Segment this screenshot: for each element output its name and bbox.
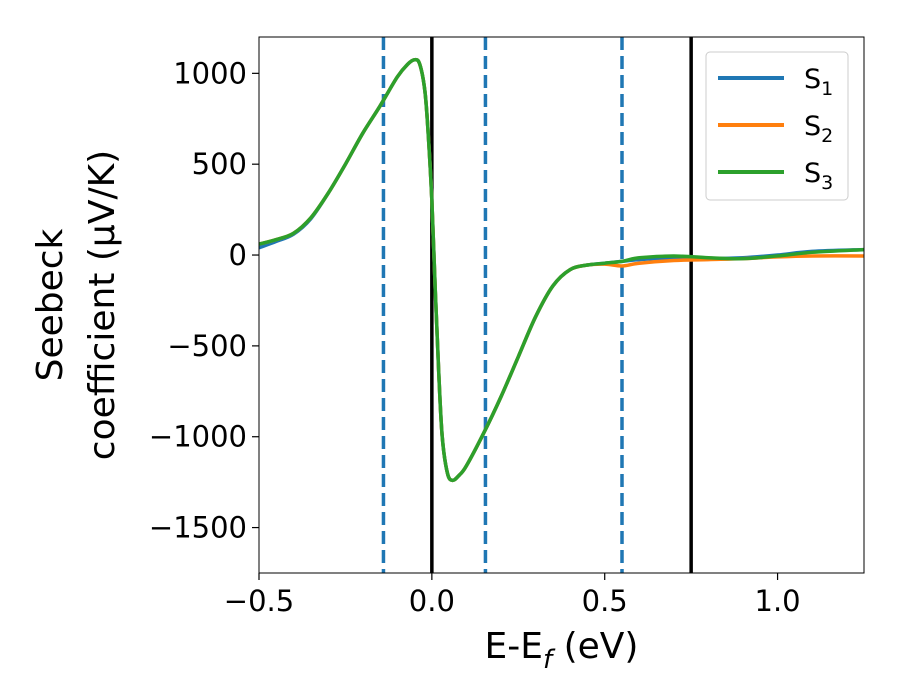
legend-label-sub: 3 [821,172,833,194]
x-tick-label: −0.5 [224,584,294,618]
legend-label-main: S [804,158,821,189]
legend-label-sub: 2 [821,125,833,147]
legend-label-s3: S3 [804,158,833,194]
x-tick-label: 1.0 [755,584,801,618]
x-axis-label-main: E-E [485,626,543,667]
y-tick-label: 500 [192,147,247,181]
y-tick-label: 0 [229,238,247,272]
y-axis-label-line2: coefficient (μV/K) [82,150,123,460]
plot-frame [258,36,865,574]
y-tick-label: 1000 [173,56,247,90]
x-axis-label-unit: (eV) [552,626,638,667]
x-axis-label: E-Ef (eV) [485,626,639,675]
legend-label-sub: 1 [821,78,833,100]
series-line-s3 [259,57,864,483]
reference-lines [381,37,693,573]
y-axis-label: Seebeck coefficient (μV/K) [30,150,123,460]
legend-label-main: S [804,111,821,142]
series-lines [259,57,864,483]
x-tick-label: 0.0 [409,584,455,618]
y-axis-ticks: 1000 500 0 −500 −1000 −1500 [149,56,259,545]
legend-label-main: S [804,64,821,95]
legend-label-s1: S1 [804,64,833,100]
y-tick-label: −500 [167,329,247,363]
legend-label-s2: S2 [804,111,833,147]
y-tick-label: −1000 [149,420,247,454]
x-axis-ticks: −0.5 0.0 0.5 1.0 [224,573,801,618]
y-tick-label: −1500 [149,511,247,545]
x-tick-label: 0.5 [582,584,628,618]
y-axis-label-line1: Seebeck [30,228,71,381]
